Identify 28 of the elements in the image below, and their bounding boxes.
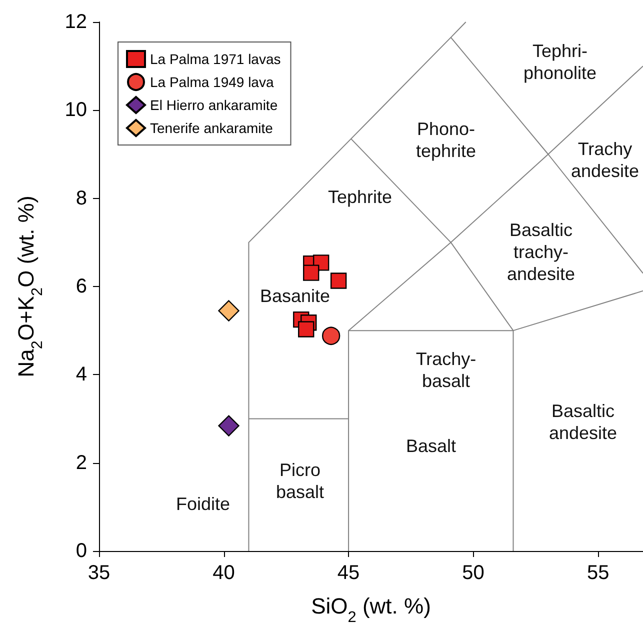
y-tick-label: 10 [64, 99, 87, 122]
annotation: Basanite [260, 286, 330, 306]
annotation: Basalt [406, 436, 456, 456]
annotation: Basaltic andesite [548, 401, 618, 443]
y-axis-title: Na2O+K2O (wt. %) [14, 196, 46, 378]
annotation: Tephri- phonolite [523, 41, 597, 83]
y-tick-label: 8 [76, 187, 87, 210]
annotation: Foidite [176, 494, 230, 514]
x-tick-label: 45 [337, 562, 360, 584]
annotation: Trachy- basalt [416, 349, 476, 391]
x-tick-label: 50 [462, 562, 484, 584]
y-tick-label: 4 [76, 364, 87, 386]
annotation: Picro basalt [276, 460, 324, 502]
y-tick-label: 12 [64, 11, 87, 33]
legend-label: La Palma 1971 lavas [150, 51, 281, 67]
annotation: Trachy andesite [570, 139, 640, 181]
annotation: Tephrite [328, 187, 392, 207]
y-tick-label: 0 [76, 540, 87, 562]
y-tick-label: 6 [76, 276, 87, 298]
legend-label: Tenerife ankaramite [150, 120, 274, 136]
y-tick-label: 2 [76, 452, 87, 474]
x-tick-label: 55 [586, 562, 610, 584]
legend-label: La Palma 1949 lava [150, 74, 274, 90]
annotation: Phono- tephrite [416, 119, 476, 161]
annotation: Basaltic trachy- andesite [506, 220, 576, 284]
x-tick-label: 40 [212, 562, 235, 584]
x-tick-label: 35 [88, 562, 110, 584]
legend-label: El Hierro ankaramite [150, 97, 278, 113]
